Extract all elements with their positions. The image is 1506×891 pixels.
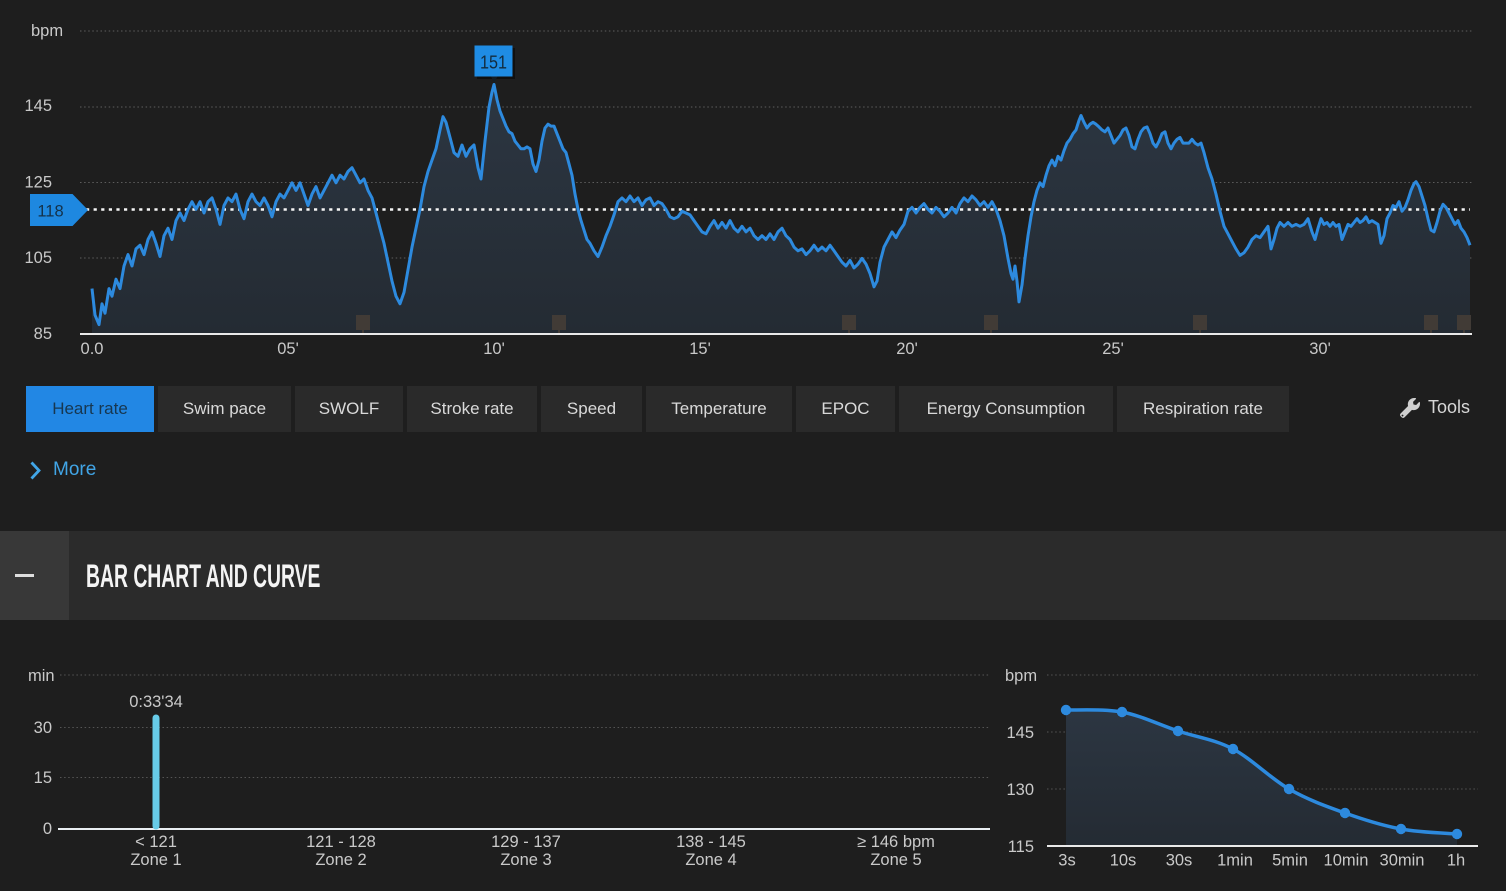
svg-text:145: 145 <box>24 97 52 115</box>
svg-text:≥ 146 bpm: ≥ 146 bpm <box>857 833 935 851</box>
svg-text:Zone 4: Zone 4 <box>685 851 736 869</box>
svg-text:105: 105 <box>24 249 52 267</box>
svg-text:30: 30 <box>34 719 52 737</box>
svg-text:Zone 2: Zone 2 <box>315 851 366 869</box>
svg-text:138 - 145: 138 - 145 <box>676 833 746 851</box>
svg-text:bpm: bpm <box>31 22 63 40</box>
svg-text:< 121: < 121 <box>135 833 177 851</box>
svg-text:145: 145 <box>1006 724 1034 742</box>
svg-text:Zone 1: Zone 1 <box>130 851 181 869</box>
svg-text:30min: 30min <box>1380 852 1425 870</box>
svg-text:125: 125 <box>24 174 52 192</box>
svg-text:151: 151 <box>480 53 507 73</box>
svg-text:3s: 3s <box>1058 852 1075 870</box>
svg-text:15': 15' <box>689 340 711 358</box>
svg-text:10': 10' <box>483 340 505 358</box>
svg-text:0:33'34: 0:33'34 <box>129 693 183 711</box>
svg-text:85: 85 <box>34 325 52 343</box>
svg-text:30': 30' <box>1309 340 1331 358</box>
svg-text:25': 25' <box>1102 340 1124 358</box>
svg-text:10min: 10min <box>1324 852 1369 870</box>
svg-text:30s: 30s <box>1166 852 1193 870</box>
svg-text:0.0: 0.0 <box>81 340 104 358</box>
svg-text:bpm: bpm <box>1005 667 1037 685</box>
svg-text:118: 118 <box>37 203 63 221</box>
svg-text:20': 20' <box>896 340 918 358</box>
svg-text:1min: 1min <box>1217 852 1253 870</box>
svg-text:0: 0 <box>43 820 52 838</box>
svg-text:10s: 10s <box>1110 852 1137 870</box>
svg-text:15: 15 <box>34 769 52 787</box>
svg-text:1h: 1h <box>1447 852 1465 870</box>
svg-text:Zone 3: Zone 3 <box>500 851 551 869</box>
svg-text:121 - 128: 121 - 128 <box>306 833 376 851</box>
svg-text:115: 115 <box>1008 838 1034 856</box>
svg-text:min: min <box>28 667 55 685</box>
svg-text:5min: 5min <box>1272 852 1308 870</box>
svg-text:130: 130 <box>1006 781 1034 799</box>
svg-text:Zone 5: Zone 5 <box>870 851 921 869</box>
svg-text:05': 05' <box>277 340 299 358</box>
svg-text:129 - 137: 129 - 137 <box>491 833 561 851</box>
